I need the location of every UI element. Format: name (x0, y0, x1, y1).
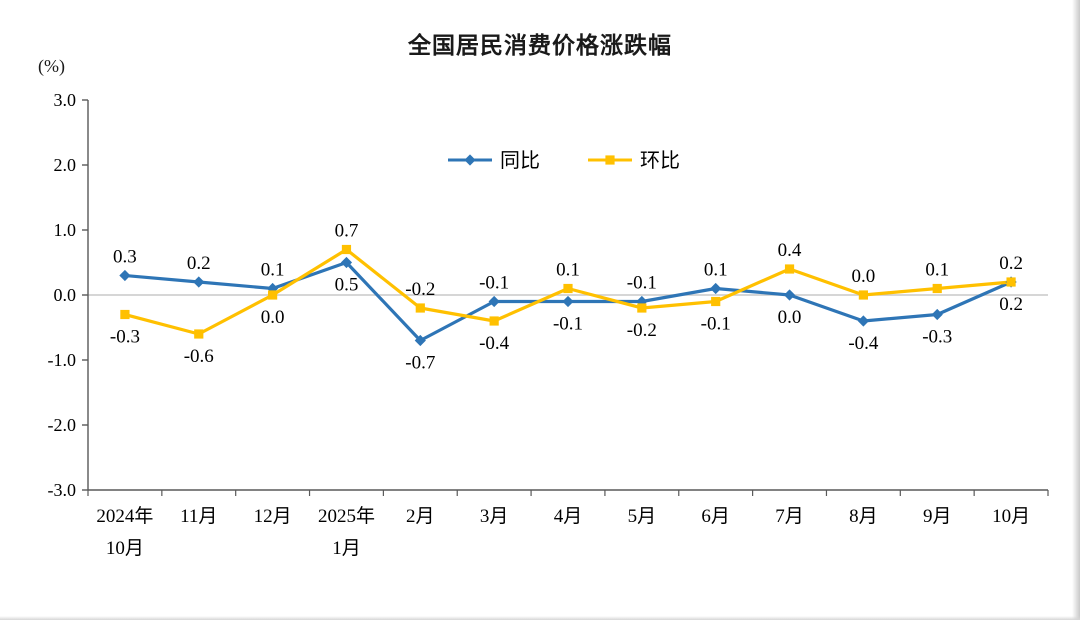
legend-item-同比: 同比 (448, 149, 540, 172)
data-point-square-环比 (341, 244, 352, 255)
data-label-同比: 0.5 (335, 275, 359, 296)
x-axis-category-label: 4月 (554, 506, 583, 527)
data-label-环比: 0.4 (778, 240, 802, 261)
y-axis-unit-label: (%) (38, 56, 65, 76)
data-label-同比: 0.2 (187, 253, 211, 274)
data-label-同比: 0.1 (704, 260, 728, 281)
data-point-square-环比 (784, 264, 795, 274)
x-axis-category-label: 2025年 1月 (318, 505, 375, 559)
data-label-环比: -0.1 (701, 314, 731, 335)
x-axis-category-label: 9月 (923, 506, 952, 527)
data-label-环比: -0.3 (110, 327, 140, 348)
x-axis-category-label: 2024年 10月 (96, 505, 153, 559)
data-point-diamond-同比 (931, 308, 943, 321)
data-label-同比: -0.1 (553, 314, 583, 335)
x-axis-category-label: 12月 (254, 506, 292, 527)
data-point-square-环比 (858, 290, 868, 300)
image-edge-artifact-bottom (0, 616, 1080, 620)
data-label-环比: -0.4 (479, 333, 510, 354)
chart-title: 全国居民消费价格涨跌幅 (408, 32, 672, 58)
x-axis-category-label: 11月 (180, 506, 217, 527)
data-label-环比: -0.2 (405, 279, 435, 300)
data-point-square-环比 (711, 296, 721, 307)
x-axis-category-label: 10月 (992, 506, 1030, 527)
data-label-环比: -0.6 (184, 346, 214, 367)
data-point-diamond-同比 (414, 334, 426, 347)
data-point-square-环比 (489, 316, 499, 326)
data-point-diamond-同比 (340, 256, 353, 269)
legend-label: 同比 (500, 149, 540, 172)
data-label-环比: 0.2 (999, 294, 1023, 315)
data-point-square-环比 (268, 290, 278, 300)
y-axis-tick-label: 3.0 (54, 90, 77, 110)
data-label-环比: 0.0 (261, 307, 285, 328)
data-label-环比: 0.7 (335, 221, 359, 242)
data-point-square-legend-环比 (605, 155, 615, 165)
data-label-同比: 0.0 (778, 307, 802, 328)
data-point-square-环比 (563, 283, 573, 294)
data-point-square-环比 (637, 303, 647, 313)
data-point-diamond-legend-同比 (464, 154, 476, 166)
data-point-diamond-同比 (857, 315, 869, 327)
data-label-同比: -0.1 (627, 273, 657, 294)
x-axis-category-label: 2月 (406, 506, 435, 527)
data-label-同比: 0.3 (113, 247, 137, 268)
legend-item-环比: 环比 (588, 149, 680, 172)
data-label-环比: 0.0 (852, 266, 876, 287)
data-label-同比: 0.2 (999, 253, 1023, 274)
data-label-同比: -0.3 (922, 327, 952, 348)
y-axis-tick-label: 1.0 (54, 220, 77, 240)
data-point-diamond-同比 (119, 269, 131, 282)
data-point-square-环比 (1006, 277, 1016, 287)
data-point-diamond-同比 (710, 282, 722, 295)
data-point-diamond-同比 (193, 276, 205, 288)
y-axis-tick-label: 2.0 (54, 155, 77, 175)
data-point-square-环比 (120, 309, 130, 320)
x-axis-category-label: 7月 (775, 506, 804, 527)
data-point-square-环比 (932, 283, 942, 294)
data-point-square-环比 (194, 329, 204, 339)
data-label-同比: -0.4 (848, 333, 879, 354)
y-axis-tick-label: -3.0 (48, 480, 77, 500)
data-label-环比: -0.2 (627, 320, 657, 341)
x-axis-category-label: 3月 (480, 506, 509, 527)
image-edge-artifact-right (1072, 0, 1080, 620)
data-label-环比: 0.1 (556, 260, 580, 281)
x-axis-category-label: 5月 (628, 506, 657, 527)
data-label-环比: 0.1 (925, 260, 949, 281)
y-axis-tick-label: 0.0 (54, 285, 77, 305)
x-axis-category-label: 8月 (849, 506, 878, 527)
data-point-square-环比 (415, 303, 425, 313)
legend-label: 环比 (640, 149, 680, 172)
data-point-diamond-同比 (562, 295, 574, 308)
data-point-diamond-同比 (488, 295, 500, 308)
y-axis-tick-label: -2.0 (48, 415, 77, 435)
data-label-同比: -0.1 (479, 273, 509, 294)
y-axis-tick-label: -1.0 (48, 350, 77, 370)
x-axis-category-label: 6月 (701, 506, 730, 527)
data-point-diamond-同比 (783, 289, 796, 301)
data-label-同比: -0.7 (405, 353, 435, 374)
data-label-同比: 0.1 (261, 260, 285, 281)
